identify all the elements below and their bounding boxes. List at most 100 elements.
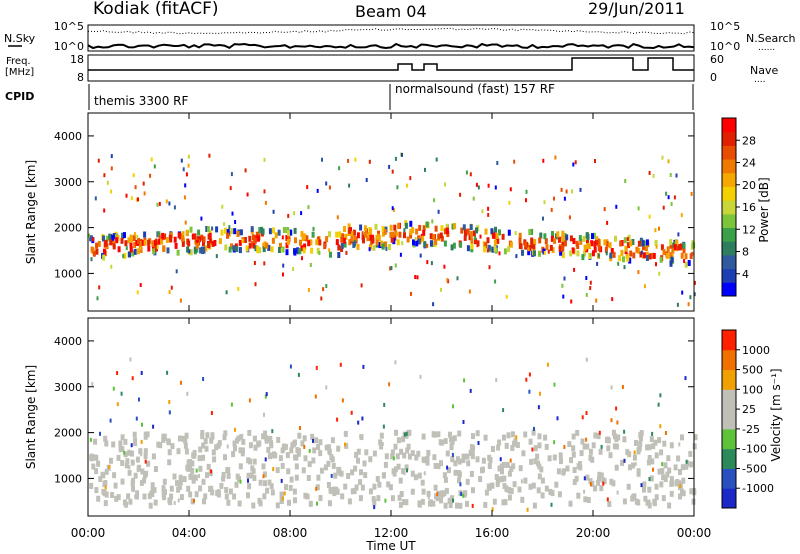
velocity-cell [303, 455, 308, 462]
velocity-cell [453, 469, 458, 476]
power-cell [673, 244, 677, 251]
power-cell [184, 220, 187, 225]
power-cell [585, 232, 589, 239]
velocity-cell [634, 462, 637, 467]
velocity-cell [347, 498, 352, 505]
power-cell [648, 253, 652, 260]
power-cell [396, 185, 399, 190]
power-cell [240, 248, 242, 253]
power-cell [405, 223, 408, 228]
power-cell [505, 294, 508, 299]
power-cell [282, 227, 286, 233]
velocity-cell [650, 458, 655, 465]
velocity-cell [607, 501, 612, 507]
power-cell [375, 239, 379, 246]
colorbar-tick-label: 1000 [742, 344, 770, 357]
velocity-cell [557, 491, 562, 498]
power-cell [381, 243, 385, 250]
velocity-cell [357, 420, 360, 425]
velocity-cell [109, 457, 113, 464]
velocity-cell [413, 474, 418, 481]
power-cell [561, 245, 565, 252]
power-cell [437, 233, 441, 240]
velocity-cell [316, 474, 321, 481]
velocity-cell [186, 485, 191, 492]
velocity-cell [280, 462, 285, 469]
velocity-cell [528, 483, 533, 490]
velocity-cell [540, 492, 545, 499]
power-cell [538, 250, 541, 257]
power-cell [460, 227, 464, 234]
velocity-cell [572, 467, 577, 474]
power-cell [318, 251, 321, 255]
velocity-cell [224, 487, 229, 493]
velocity-cell [481, 466, 485, 473]
power-cell [181, 240, 185, 247]
velocity-cell [585, 443, 590, 450]
power-cell [589, 286, 592, 290]
velocity-cell [303, 445, 306, 449]
power-cell [181, 235, 184, 242]
colorbar-tick-label: -25 [742, 423, 760, 436]
velocity-cell [503, 499, 508, 506]
colorbar-segment [722, 131, 736, 146]
velocity-cell [109, 418, 112, 423]
date-title: 29/Jun/2011 [588, 0, 685, 18]
power-cell [528, 245, 532, 252]
power-cell [565, 234, 569, 241]
velocity-cell [314, 394, 317, 399]
velocity-cell [403, 471, 406, 476]
power-cell [571, 247, 575, 254]
velocity-cell [648, 477, 651, 481]
velocity-cell [178, 479, 183, 486]
velocity-cell [399, 491, 404, 497]
power-cell [215, 254, 218, 259]
power-cell [263, 261, 266, 266]
power-cell [292, 267, 295, 271]
velocity-cell [511, 463, 516, 470]
velocity-cell [135, 490, 140, 497]
velocity-cell [305, 493, 310, 500]
power-cell [518, 237, 522, 244]
power-cell [206, 226, 210, 233]
velocity-cell [585, 437, 588, 442]
velocity-cell [513, 438, 518, 445]
power-cell [465, 170, 468, 175]
velocity-cell [150, 491, 155, 498]
power-cell [669, 239, 673, 246]
velocity-cell [168, 410, 171, 415]
velocity-cell [215, 490, 220, 497]
velocity-cell [191, 452, 196, 459]
velocity-cell [125, 458, 130, 465]
power-cell [361, 234, 365, 241]
velocity-cell [124, 462, 129, 469]
power-cell [200, 216, 203, 221]
velocity-cell [226, 472, 231, 479]
power-cell [341, 233, 345, 240]
power-cell [509, 241, 513, 248]
velocity-cell [144, 470, 149, 477]
power-cell [572, 238, 576, 244]
power-cell [156, 202, 159, 207]
power-cell [293, 249, 297, 256]
velocity-cell [509, 458, 512, 463]
power-cell [553, 196, 555, 201]
power-cell [469, 224, 473, 231]
power-cell [414, 275, 417, 279]
power-cell [617, 261, 620, 266]
power-cell [369, 234, 373, 241]
velocity-cell [491, 507, 494, 512]
velocity-cell [593, 485, 598, 492]
velocity-cell [327, 449, 332, 456]
power-cell [187, 163, 190, 168]
nsky-trace [87, 42, 695, 50]
velocity-cell [465, 500, 469, 507]
power-cell [103, 173, 106, 178]
power-cell [425, 221, 429, 228]
power-cell [389, 266, 392, 271]
velocity-cell [372, 499, 377, 506]
velocity-cell [151, 453, 156, 460]
power-cell [316, 188, 319, 193]
power-cell [628, 257, 632, 264]
velocity-cell [664, 431, 667, 435]
